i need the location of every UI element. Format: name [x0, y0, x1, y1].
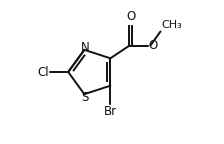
Text: N: N — [81, 40, 89, 54]
Text: Br: Br — [104, 105, 117, 119]
Text: Cl: Cl — [37, 66, 49, 78]
Text: CH₃: CH₃ — [161, 20, 182, 30]
Text: O: O — [149, 39, 158, 52]
Text: O: O — [126, 10, 135, 23]
Text: S: S — [81, 91, 89, 104]
